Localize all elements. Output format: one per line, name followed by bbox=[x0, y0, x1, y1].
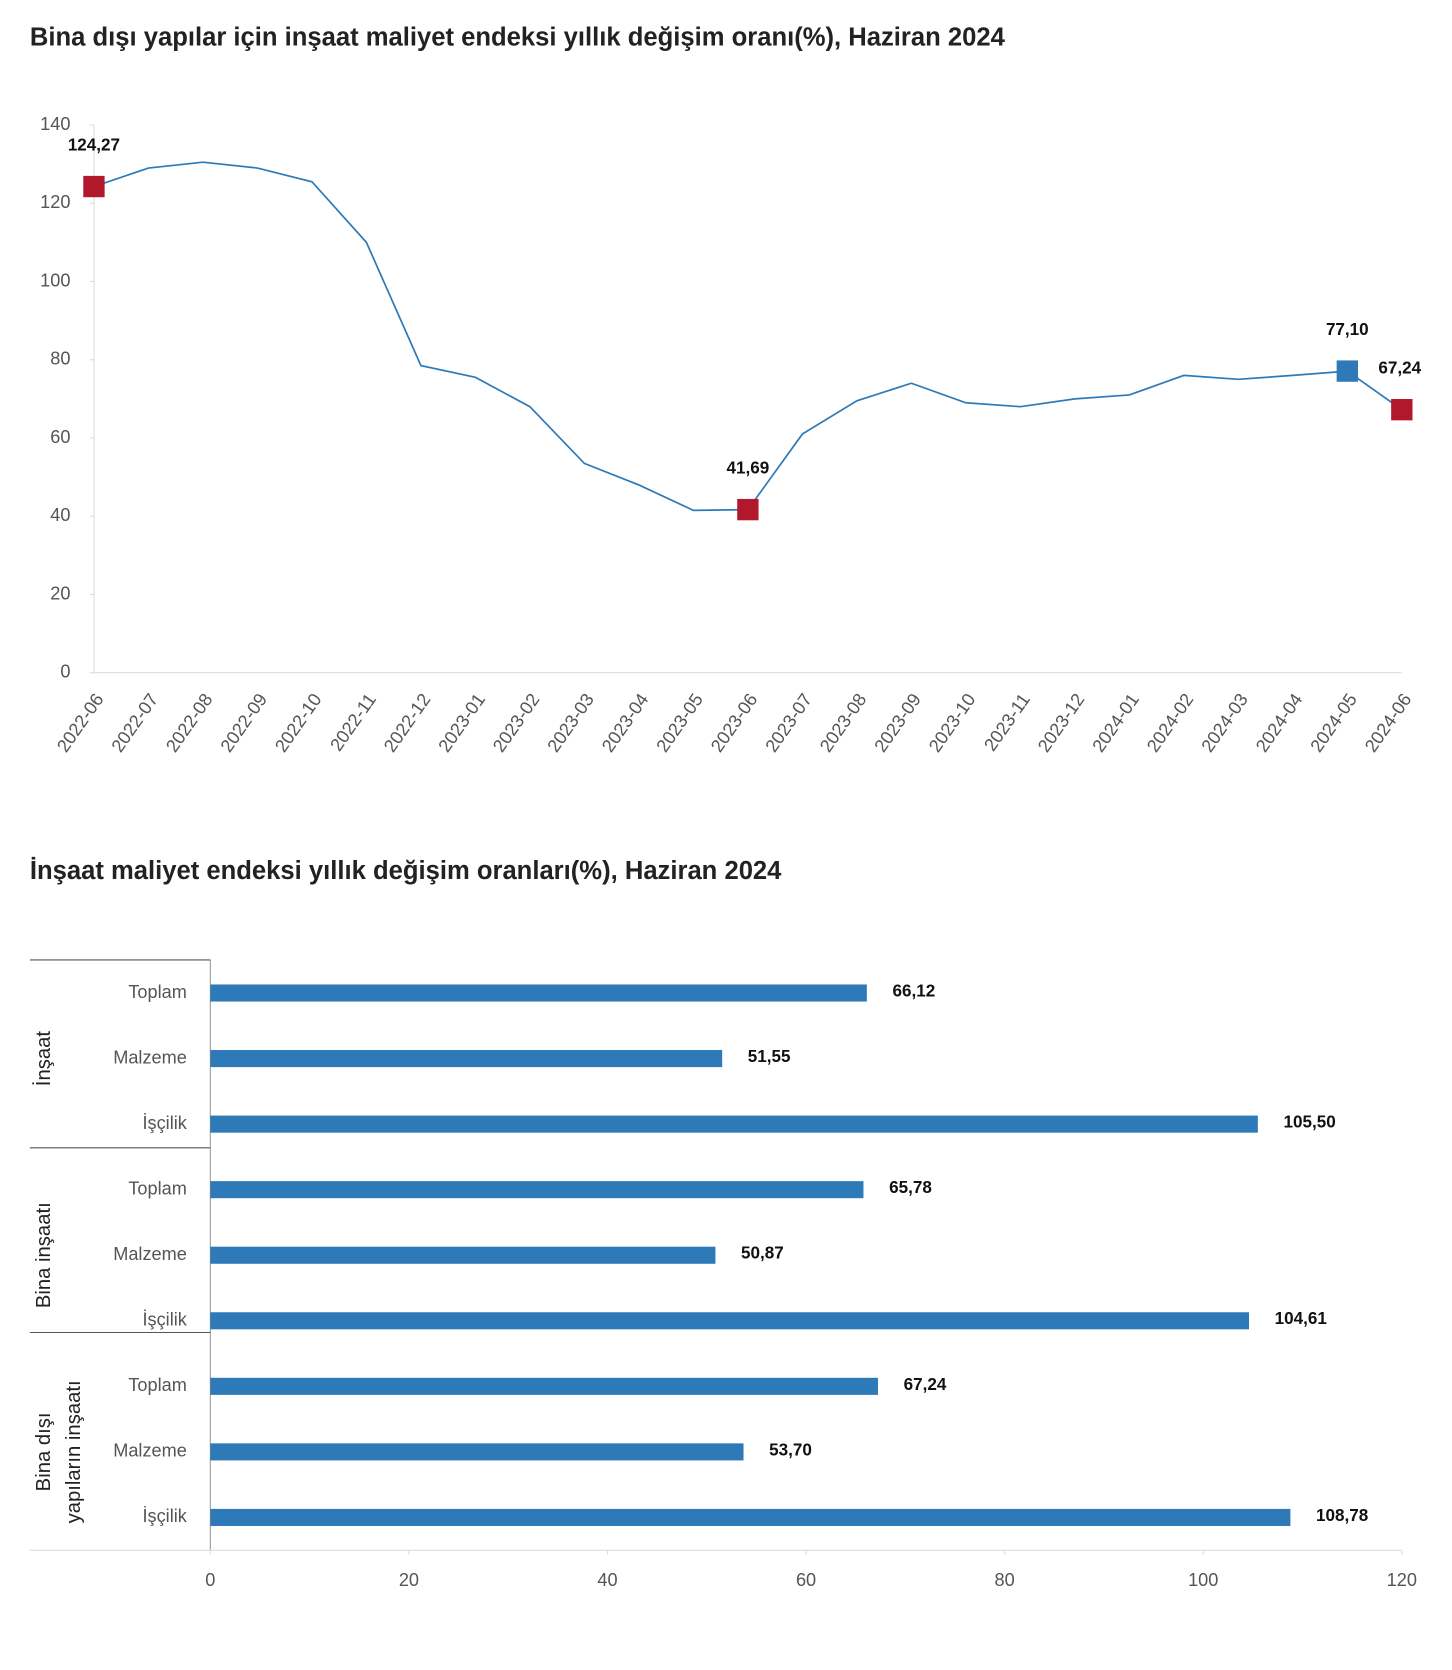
value-label: 53,70 bbox=[769, 1440, 812, 1459]
bar bbox=[210, 984, 867, 1002]
bar bbox=[210, 1377, 878, 1395]
x-tick-label: 120 bbox=[1387, 1570, 1417, 1590]
bar bbox=[210, 1246, 716, 1264]
x-tick-label: 2023-10 bbox=[925, 690, 980, 756]
x-tick-label: 80 bbox=[995, 1570, 1015, 1590]
value-label: 108,78 bbox=[1316, 1506, 1368, 1525]
value-label: 41,69 bbox=[727, 459, 770, 478]
x-tick-label: 0 bbox=[205, 1570, 215, 1590]
bar bbox=[210, 1115, 1258, 1133]
x-tick-label: 2023-01 bbox=[434, 690, 489, 756]
category-label: Toplam bbox=[128, 982, 186, 1002]
x-tick-label: 2024-02 bbox=[1143, 690, 1198, 756]
x-tick-label: 2024-06 bbox=[1361, 690, 1416, 756]
x-tick-label: 2024-05 bbox=[1306, 690, 1361, 756]
y-tick-label: 40 bbox=[50, 505, 70, 525]
y-tick-label: 60 bbox=[50, 427, 70, 447]
x-tick-label: 2022-06 bbox=[53, 690, 108, 756]
value-label: 50,87 bbox=[741, 1244, 784, 1263]
y-tick-label: 0 bbox=[60, 662, 70, 682]
x-tick-label: 2023-02 bbox=[489, 690, 544, 756]
x-tick-label: 2022-08 bbox=[162, 690, 217, 756]
category-label: İşçilik bbox=[142, 1506, 187, 1526]
x-tick-label: 60 bbox=[796, 1570, 816, 1590]
x-tick-label: 2024-01 bbox=[1088, 690, 1143, 756]
category-label: Toplam bbox=[128, 1375, 186, 1395]
bar bbox=[210, 1443, 744, 1461]
x-tick-label: 2023-09 bbox=[870, 690, 925, 756]
value-label: 65,78 bbox=[889, 1178, 932, 1197]
bar bbox=[210, 1181, 864, 1199]
value-label: 67,24 bbox=[1378, 359, 1421, 378]
point-marker bbox=[1391, 398, 1413, 421]
point-marker bbox=[83, 175, 105, 198]
bar bbox=[210, 1508, 1291, 1526]
y-tick-label: 20 bbox=[50, 583, 70, 603]
x-tick-label: 40 bbox=[597, 1570, 617, 1590]
value-label: 66,12 bbox=[892, 981, 935, 1000]
x-tick-label: 2022-12 bbox=[380, 690, 435, 756]
x-tick-label: 2024-04 bbox=[1252, 690, 1307, 756]
group-label: Bina dışı bbox=[33, 1412, 55, 1491]
value-label: 104,61 bbox=[1275, 1309, 1328, 1328]
x-tick-label: 2024-03 bbox=[1197, 690, 1252, 756]
chart-title: İnşaat maliyet endeksi yıllık değişim or… bbox=[30, 857, 782, 885]
y-tick-label: 140 bbox=[40, 114, 70, 134]
y-tick-label: 120 bbox=[40, 192, 70, 212]
x-tick-label: 2023-05 bbox=[652, 690, 707, 756]
x-tick-label: 2022-07 bbox=[107, 690, 162, 756]
category-label: Malzeme bbox=[113, 1047, 187, 1067]
x-tick-label: 2023-04 bbox=[598, 690, 653, 756]
category-label: Toplam bbox=[128, 1178, 186, 1198]
x-tick-label: 20 bbox=[399, 1570, 419, 1590]
y-tick-label: 80 bbox=[50, 349, 70, 369]
x-tick-label: 2023-03 bbox=[543, 690, 598, 756]
group-label: Bina inşaatı bbox=[33, 1202, 55, 1308]
group-label: İnşaat bbox=[32, 1031, 55, 1087]
category-label: İşçilik bbox=[142, 1310, 187, 1330]
bar bbox=[210, 1312, 1250, 1330]
x-tick-label: 2022-09 bbox=[216, 690, 271, 756]
x-tick-label: 2022-11 bbox=[326, 690, 380, 755]
category-label: İşçilik bbox=[142, 1113, 187, 1133]
group-label: yapıların inşaatı bbox=[63, 1380, 85, 1523]
value-label: 77,10 bbox=[1326, 320, 1369, 339]
x-tick-label: 2023-07 bbox=[761, 690, 816, 756]
x-tick-label: 2023-06 bbox=[707, 690, 762, 756]
chart-title: Bina dışı yapılar için inşaat maliyet en… bbox=[30, 23, 1006, 51]
category-label: Malzeme bbox=[113, 1441, 187, 1461]
x-tick-label: 2023-08 bbox=[816, 690, 871, 756]
category-label: Malzeme bbox=[113, 1244, 187, 1264]
point-marker bbox=[1336, 360, 1359, 382]
value-label: 105,50 bbox=[1283, 1113, 1335, 1132]
x-tick-label: 2022-10 bbox=[271, 690, 326, 756]
point-marker bbox=[737, 498, 759, 521]
x-tick-label: 2023-12 bbox=[1034, 690, 1089, 756]
x-tick-label: 100 bbox=[1188, 1570, 1218, 1590]
value-label: 51,55 bbox=[748, 1047, 791, 1066]
x-tick-label: 2023-11 bbox=[980, 690, 1034, 755]
value-label: 124,27 bbox=[68, 135, 120, 154]
y-tick-label: 100 bbox=[40, 270, 70, 290]
bar bbox=[210, 1050, 723, 1068]
value-label: 67,24 bbox=[904, 1375, 947, 1394]
